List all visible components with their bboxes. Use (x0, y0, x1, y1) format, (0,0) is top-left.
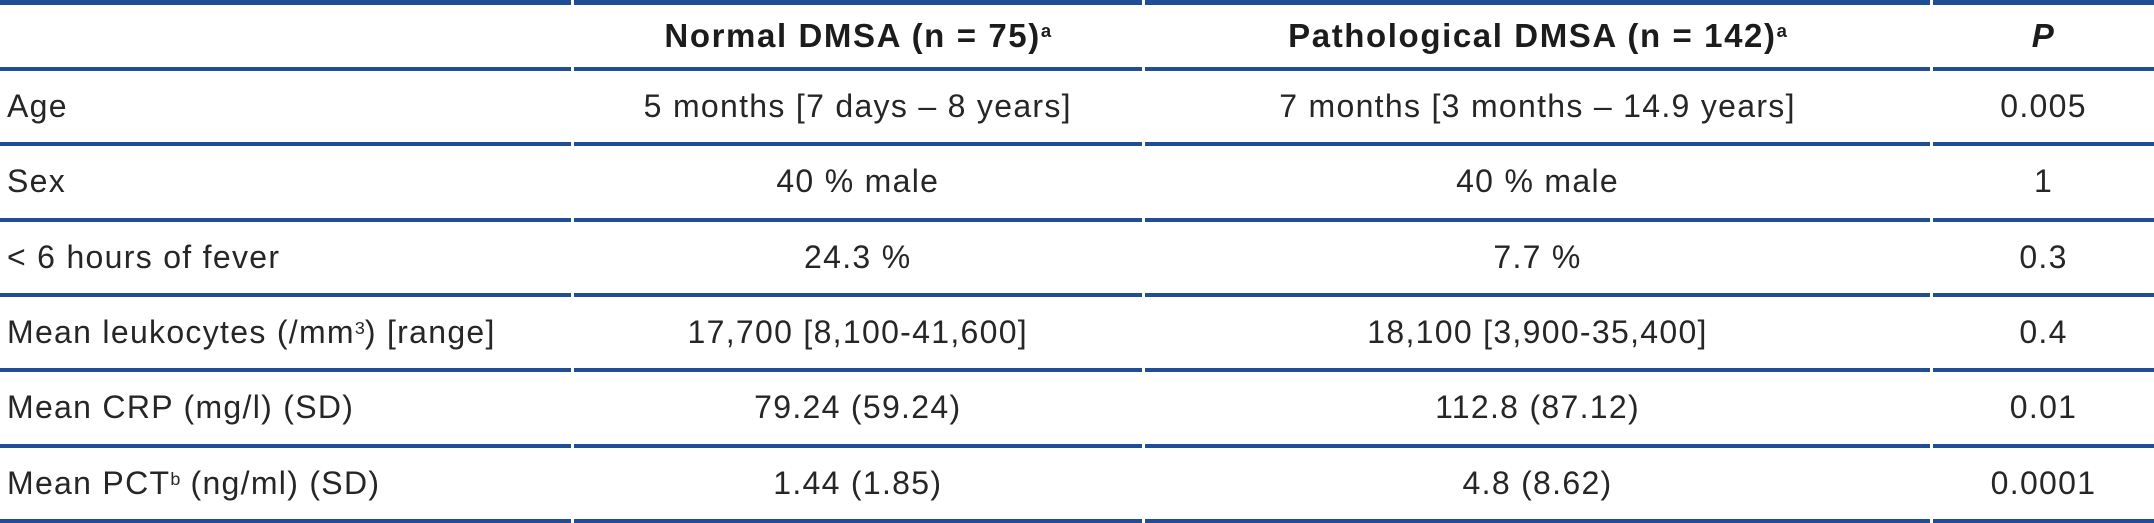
row-label-cell: Sex (0, 146, 571, 222)
footnote-marker-a: a (1776, 20, 1787, 42)
normal-dmsa-cell: 79.24 (59.24) (573, 372, 1142, 448)
table-row-crp: Mean CRP (mg/l) (SD) 79.24 (59.24) 112.8… (0, 372, 2154, 448)
pathological-dmsa-cell: 7.7 % (1144, 222, 1931, 297)
p-value-cell: 0.4 (1933, 297, 2154, 373)
header-p-value: P (1933, 0, 2154, 71)
table-row-sex: Sex 40 % male 40 % male 1 (0, 146, 2154, 222)
row-label-cell: Mean PCTb (ng/ml) (SD) (0, 448, 571, 523)
pathological-dmsa-cell: 40 % male (1144, 146, 1931, 222)
pathological-dmsa-cell: 4.8 (8.62) (1144, 448, 1931, 523)
normal-dmsa-cell: 24.3 % (573, 222, 1142, 297)
normal-dmsa-cell: 17,700 [8,100-41,600] (573, 297, 1142, 373)
row-label: Sex (7, 163, 67, 200)
p-value-cell: 0.01 (1933, 372, 2154, 448)
row-label-suffix: ) [range] (364, 314, 496, 351)
row-label: Age (7, 88, 68, 125)
pathological-dmsa-cell: 7 months [3 months – 14.9 years] (1144, 71, 1931, 147)
normal-dmsa-cell: 40 % male (573, 146, 1142, 222)
p-value-cell: 0.3 (1933, 222, 2154, 297)
header-empty-cell (0, 0, 571, 71)
header-pathological-dmsa-label: Pathological DMSA (n = 142) (1288, 17, 1777, 54)
p-value-cell: 0.0001 (1933, 448, 2154, 523)
table-row-leukocytes: Mean leukocytes (/mm3) [range] 17,700 [8… (0, 297, 2154, 373)
p-value-cell: 1 (1933, 146, 2154, 222)
superscript: 3 (354, 317, 365, 338)
row-label: < 6 hours of fever (7, 238, 281, 275)
row-label: Mean PCT (7, 464, 171, 501)
row-label-cell: Mean leukocytes (/mm3) [range] (0, 297, 571, 373)
row-label-cell: Mean CRP (mg/l) (SD) (0, 372, 571, 448)
superscript: b (170, 468, 181, 489)
header-normal-dmsa: Normal DMSA (n = 75)a (573, 0, 1142, 71)
p-value-cell: 0.005 (1933, 71, 2154, 147)
normal-dmsa-cell: 1.44 (1.85) (573, 448, 1142, 523)
table-row-pct: Mean PCTb (ng/ml) (SD) 1.44 (1.85) 4.8 (… (0, 448, 2154, 523)
pathological-dmsa-cell: 18,100 [3,900-35,400] (1144, 297, 1931, 373)
row-label-suffix: (ng/ml) (SD) (180, 464, 381, 501)
header-normal-dmsa-label: Normal DMSA (n = 75) (664, 17, 1041, 54)
normal-dmsa-cell: 5 months [7 days – 8 years] (573, 71, 1142, 147)
table-row-fever-duration: < 6 hours of fever 24.3 % 7.7 % 0.3 (0, 222, 2154, 297)
footnote-marker-a: a (1040, 20, 1052, 42)
table-row-age: Age 5 months [7 days – 8 years] 7 months… (0, 71, 2154, 147)
header-pathological-dmsa: Pathological DMSA (n = 142)a (1144, 0, 1931, 71)
header-row: Normal DMSA (n = 75)a Pathological DMSA … (0, 0, 2154, 71)
row-label: Mean CRP (mg/l) (SD) (7, 389, 355, 426)
row-label-cell: Age (0, 71, 571, 147)
row-label-cell: < 6 hours of fever (0, 222, 571, 297)
row-label: Mean leukocytes (/mm (7, 314, 355, 351)
pathological-dmsa-cell: 112.8 (87.12) (1144, 372, 1931, 448)
